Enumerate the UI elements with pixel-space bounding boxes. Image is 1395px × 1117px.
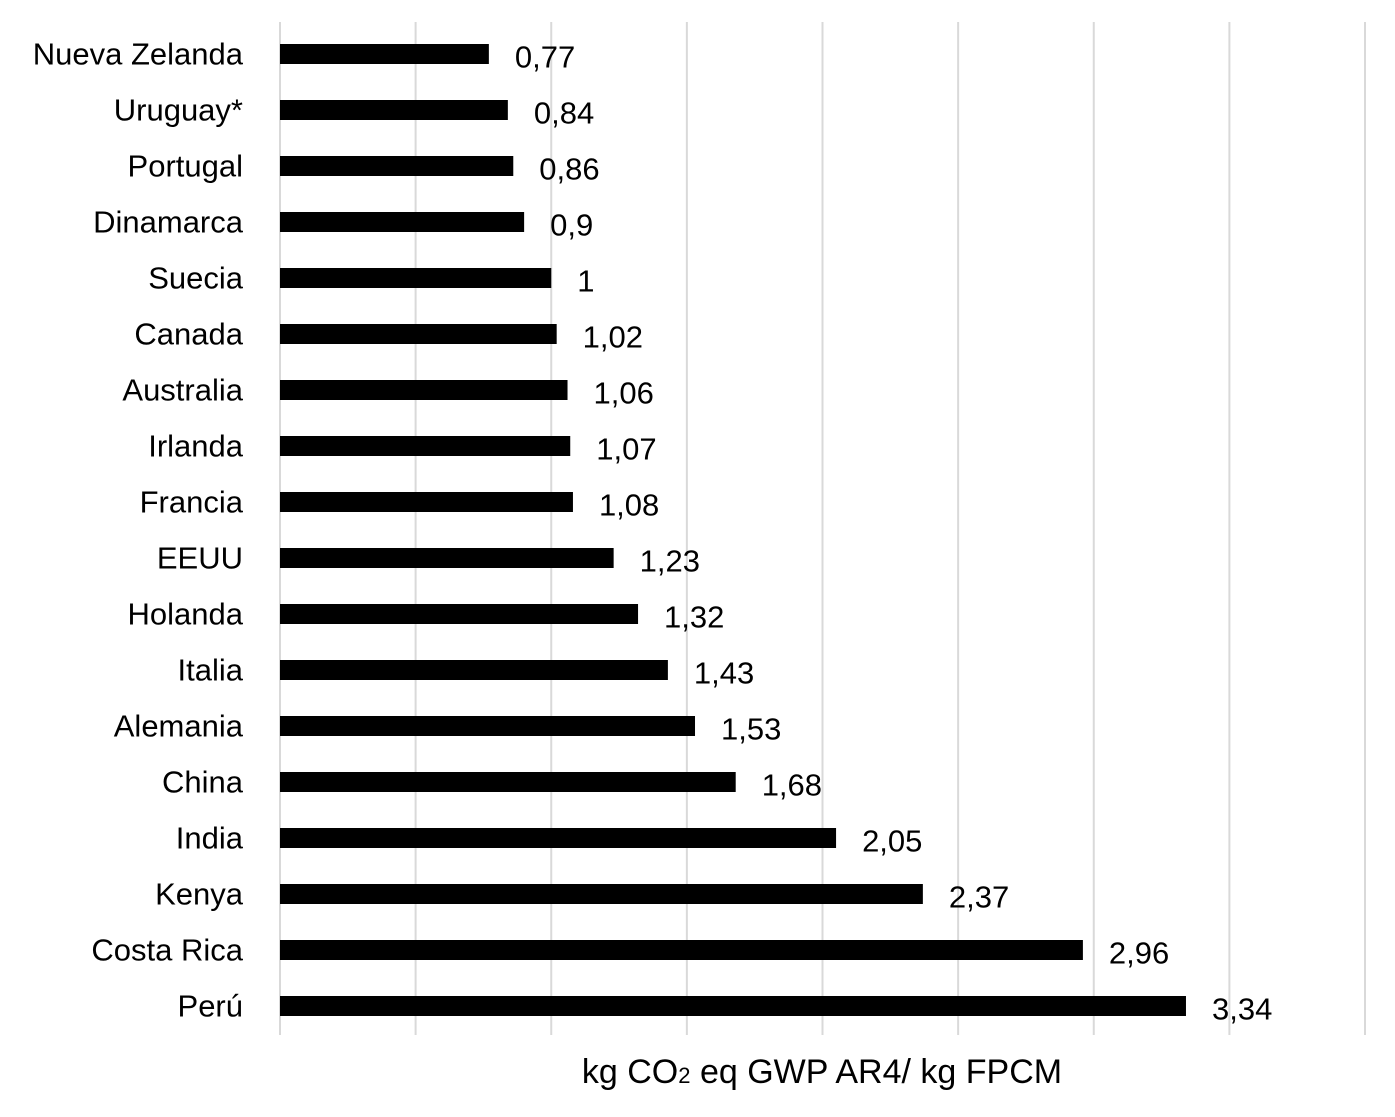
data-label-17: 3,34 <box>1212 992 1272 1027</box>
category-labels: Nueva Zelanda Uruguay* Portugal Dinamarca Su… <box>33 37 244 1024</box>
data-labels: 0,77 0,84 0,86 0,9 1 1,02 1,06 1,07 1,08 1,23 1,32… <box>515 40 1272 1027</box>
bar-6 <box>280 380 568 400</box>
data-label-10: 1,32 <box>664 600 724 635</box>
category-label-8: Francia <box>140 485 244 520</box>
category-label-9: EEUU <box>157 541 243 576</box>
data-label-4: 1 <box>577 264 594 299</box>
data-label-3: 0,9 <box>550 208 593 243</box>
bar-15 <box>280 884 923 904</box>
bar-9 <box>280 548 614 568</box>
bar-4 <box>280 268 552 288</box>
data-label-12: 1,53 <box>721 712 781 747</box>
category-label-1: Uruguay* <box>114 93 243 128</box>
category-label-0: Nueva Zelanda <box>33 37 244 72</box>
bar-5 <box>280 324 557 344</box>
data-label-5: 1,02 <box>583 320 643 355</box>
category-label-3: Dinamarca <box>93 205 244 240</box>
data-label-15: 2,37 <box>949 880 1009 915</box>
bar-2 <box>280 156 514 176</box>
x-axis-title: kg CO2 eq GWP AR4/ kg FPCM <box>582 1053 1062 1091</box>
category-label-6: Australia <box>122 373 243 408</box>
category-label-4: Suecia <box>148 261 244 296</box>
category-label-2: Portugal <box>128 149 243 184</box>
category-label-16: Costa Rica <box>91 933 243 968</box>
bar-12 <box>280 716 696 736</box>
bar-10 <box>280 604 639 624</box>
bars <box>280 44 1186 1016</box>
bar-7 <box>280 436 571 456</box>
data-label-8: 1,08 <box>599 488 659 523</box>
bar-3 <box>280 212 525 232</box>
data-label-6: 1,06 <box>594 376 654 411</box>
category-label-14: India <box>176 821 244 856</box>
bar-0 <box>280 44 489 64</box>
data-label-9: 1,23 <box>640 544 700 579</box>
category-label-7: Irlanda <box>148 429 244 464</box>
bar-11 <box>280 660 668 680</box>
category-label-12: Alemania <box>114 709 244 744</box>
category-label-11: Italia <box>178 653 244 688</box>
data-label-13: 1,68 <box>762 768 822 803</box>
bar-13 <box>280 772 736 792</box>
bar-8 <box>280 492 573 512</box>
category-label-10: Holanda <box>128 597 244 632</box>
data-label-0: 0,77 <box>515 40 575 75</box>
data-label-2: 0,86 <box>539 152 599 187</box>
data-label-16: 2,96 <box>1109 936 1169 971</box>
bar-17 <box>280 996 1186 1016</box>
category-label-15: Kenya <box>155 877 244 912</box>
bar-1 <box>280 100 508 120</box>
data-label-7: 1,07 <box>596 432 656 467</box>
category-label-17: Perú <box>178 989 243 1024</box>
category-label-5: Canada <box>134 317 243 352</box>
data-label-11: 1,43 <box>694 656 754 691</box>
category-label-13: China <box>162 765 244 800</box>
bar-16 <box>280 940 1083 960</box>
data-label-14: 2,05 <box>862 824 922 859</box>
gridlines <box>279 22 1366 1035</box>
bar-14 <box>280 828 837 848</box>
data-label-1: 0,84 <box>534 96 594 131</box>
